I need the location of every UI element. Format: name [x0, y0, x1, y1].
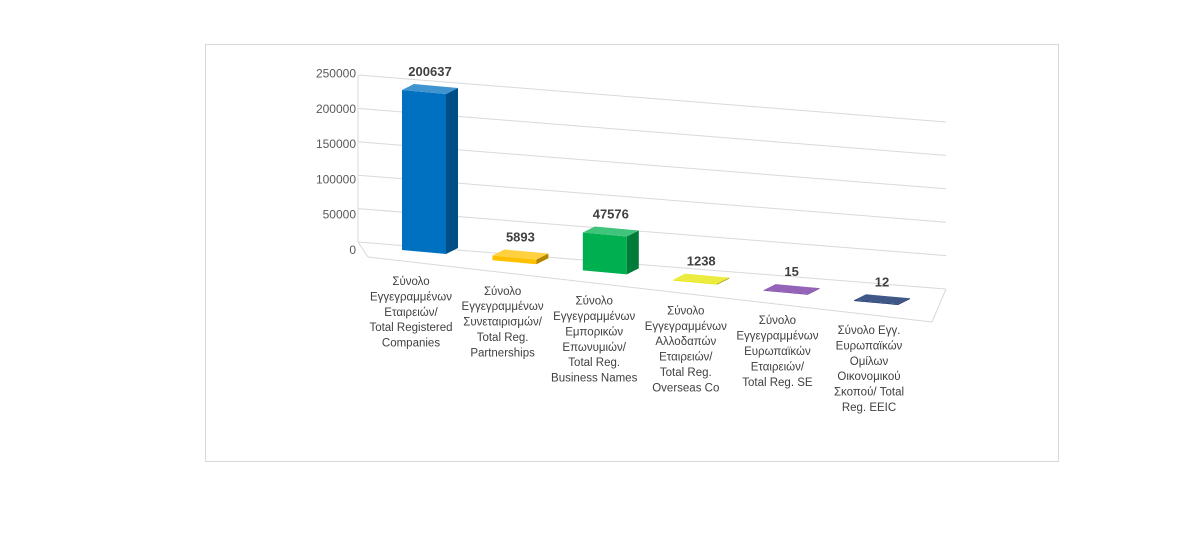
bar — [492, 249, 549, 265]
category-label: Σύνολο Εγγεγραμμένων Ευρωπαϊκών Εταιρειών/T… — [736, 315, 818, 389]
floor-front-edge — [367, 256, 933, 323]
y-tick-label: 0 — [349, 243, 356, 257]
data-label: 15 — [784, 264, 798, 279]
category-label: Σύνολο Εγγεγραμμένων Συνεταιρισμών/Total R… — [462, 286, 544, 360]
gridline — [357, 241, 947, 290]
floor-right-edge — [931, 288, 947, 323]
bar-top-face — [763, 284, 820, 295]
y-axis: 0 50000 100000 150000 200000 250000 — [316, 67, 356, 258]
bar — [854, 294, 910, 305]
y-tick-label: 250000 — [316, 67, 356, 81]
data-label: 47576 — [593, 206, 629, 221]
category-label: Σύνολο Εγγεγραμμένων Εταιρειών/Total Regis… — [369, 276, 452, 350]
bar-front-face — [763, 290, 808, 295]
bar-side-face — [536, 253, 549, 265]
bar-top-face — [673, 273, 730, 284]
category-label: Σύνολο Εγγεγραμμένων Αλλοδαπών Εταιρειών/To… — [645, 305, 727, 394]
data-label: 1238 — [687, 254, 716, 269]
bar-top-face — [402, 84, 458, 94]
bar — [673, 273, 730, 285]
bar-front-face — [854, 300, 898, 305]
chart-plot: 0 50000 100000 150000 200000 250000 200637 589… — [316, 64, 947, 414]
bar — [402, 84, 458, 254]
bar-side-face — [446, 88, 458, 254]
bar-front-face — [492, 255, 537, 265]
bar-side-face — [807, 288, 820, 295]
bar-front-face — [402, 90, 446, 254]
chart-frame: 0 50000 100000 150000 200000 250000 200637 589… — [205, 44, 1059, 462]
y-tick-label: 200000 — [316, 102, 356, 116]
bar-side-face — [898, 298, 910, 305]
bar-side-face — [717, 277, 730, 285]
y-tick-label: 100000 — [316, 172, 356, 186]
floor-left-edge — [357, 241, 369, 258]
data-label: 5893 — [506, 230, 535, 245]
data-label: 200637 — [408, 64, 451, 79]
bar-top-face — [492, 249, 549, 260]
bar-front-face — [673, 279, 718, 285]
gridline — [357, 74, 947, 123]
bar — [763, 284, 820, 295]
bar — [582, 226, 639, 275]
data-labels: 200637 5893 47576 1238 15 12 — [408, 64, 889, 289]
bar-front-face — [582, 232, 627, 275]
y-tick-label: 50000 — [323, 208, 357, 222]
bars — [402, 84, 910, 305]
category-label: Σύνολο Εγγ. Ευρωπαϊκών Ομίλων Οικονομικού Σκ… — [834, 325, 904, 414]
category-label: Σύνολο Εγγεγραμμένων Εμπορικών Επωνυμιών/To… — [551, 296, 638, 385]
bar-side-face — [626, 230, 639, 275]
x-axis: Σύνολο Εγγεγραμμένων Εταιρειών/Total Regis… — [369, 276, 904, 414]
data-label: 12 — [875, 274, 889, 289]
y-tick-label: 150000 — [316, 137, 356, 151]
bar-top-face — [854, 294, 910, 305]
bar-top-face — [582, 226, 639, 237]
